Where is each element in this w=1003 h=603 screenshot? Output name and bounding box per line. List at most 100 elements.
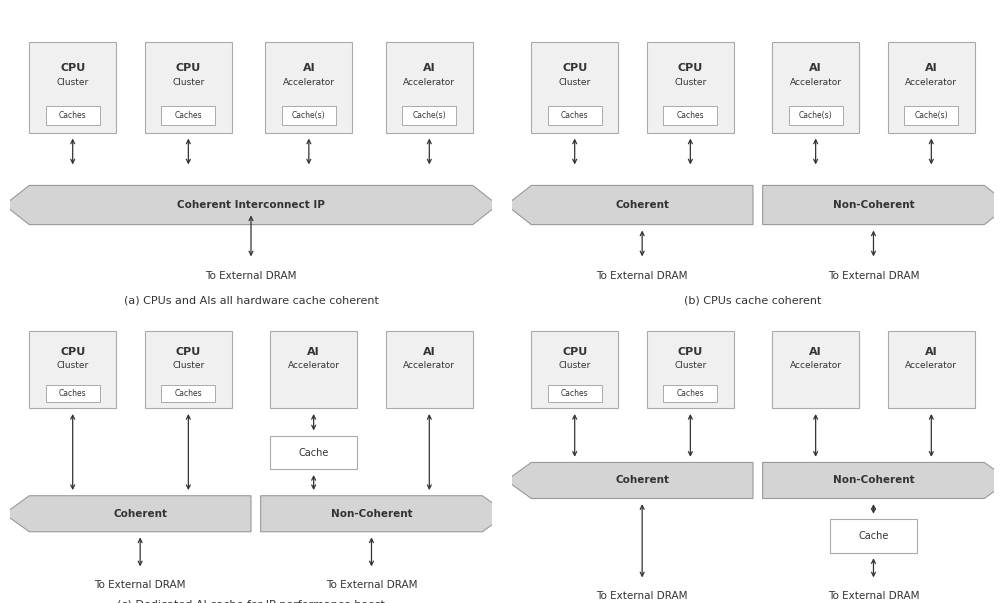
Text: CPU: CPU [562,347,587,358]
FancyBboxPatch shape [46,385,99,402]
FancyBboxPatch shape [646,42,733,133]
FancyBboxPatch shape [887,330,974,408]
Text: Caches: Caches [59,111,86,120]
Text: Accelerator: Accelerator [789,78,841,87]
Text: (c) Dedicated AI cache for IP performance boost: (c) Dedicated AI cache for IP performanc… [117,600,384,603]
Text: To External DRAM: To External DRAM [325,580,417,590]
Polygon shape [261,496,507,532]
FancyBboxPatch shape [788,106,842,125]
Text: AI: AI [924,347,937,358]
Text: AI: AI [422,63,435,72]
Text: Cache(s): Cache(s) [412,111,445,120]
Text: Cluster: Cluster [558,78,590,87]
Text: Cache: Cache [298,448,329,458]
Text: CPU: CPU [176,63,201,72]
Text: (a) CPUs and AIs all hardware cache coherent: (a) CPUs and AIs all hardware cache cohe… [123,295,378,306]
Text: Coherent Interconnect IP: Coherent Interconnect IP [177,200,325,210]
Text: Non-Coherent: Non-Coherent [831,476,914,485]
FancyBboxPatch shape [663,385,716,402]
FancyBboxPatch shape [265,42,352,133]
Text: Caches: Caches [561,111,588,120]
FancyBboxPatch shape [144,330,232,408]
Text: To External DRAM: To External DRAM [826,271,919,282]
FancyBboxPatch shape [385,330,472,408]
Text: Accelerator: Accelerator [905,361,956,370]
Text: Caches: Caches [676,389,703,398]
Text: Accelerator: Accelerator [403,361,454,370]
Text: Cache(s): Cache(s) [798,111,831,120]
Text: Cluster: Cluster [674,78,706,87]
FancyBboxPatch shape [531,42,618,133]
Text: Coherent: Coherent [615,200,668,210]
Text: CPU: CPU [176,347,201,358]
FancyBboxPatch shape [282,106,335,125]
FancyBboxPatch shape [887,42,974,133]
Text: CPU: CPU [677,347,702,358]
Polygon shape [4,186,497,224]
Text: CPU: CPU [677,63,702,72]
FancyBboxPatch shape [385,42,472,133]
Text: Cluster: Cluster [173,78,205,87]
Text: (b) CPUs cache coherent: (b) CPUs cache coherent [684,295,820,306]
Text: To External DRAM: To External DRAM [826,592,919,601]
Text: Cache(s): Cache(s) [914,111,947,120]
FancyBboxPatch shape [904,106,957,125]
Polygon shape [506,463,752,499]
Polygon shape [762,186,1003,224]
Text: Cluster: Cluster [56,78,88,87]
FancyBboxPatch shape [771,330,859,408]
FancyBboxPatch shape [270,436,357,469]
Text: To External DRAM: To External DRAM [596,592,687,601]
Text: Non-Coherent: Non-Coherent [831,200,914,210]
Text: CPU: CPU [60,347,85,358]
Text: Accelerator: Accelerator [288,361,339,370]
Text: AI: AI [422,347,435,358]
Text: Caches: Caches [59,389,86,398]
Text: Accelerator: Accelerator [403,78,454,87]
FancyBboxPatch shape [29,42,116,133]
Text: Caches: Caches [175,389,202,398]
Text: Cluster: Cluster [674,361,706,370]
Text: Cache: Cache [858,531,888,541]
Text: To External DRAM: To External DRAM [205,271,297,282]
Text: Caches: Caches [175,111,202,120]
Text: Coherent: Coherent [615,476,668,485]
Text: AI: AI [808,63,821,72]
FancyBboxPatch shape [663,106,716,125]
FancyBboxPatch shape [771,42,859,133]
FancyBboxPatch shape [29,330,116,408]
Text: To External DRAM: To External DRAM [596,271,687,282]
Text: Coherent: Coherent [113,509,166,519]
FancyBboxPatch shape [46,106,99,125]
FancyBboxPatch shape [548,385,601,402]
Text: AI: AI [924,63,937,72]
Text: Non-Coherent: Non-Coherent [330,509,412,519]
FancyBboxPatch shape [531,330,618,408]
Text: Caches: Caches [561,389,588,398]
Polygon shape [4,496,251,532]
Text: Cluster: Cluster [173,361,205,370]
Text: Cluster: Cluster [56,361,88,370]
Text: CPU: CPU [60,63,85,72]
Text: Accelerator: Accelerator [789,361,841,370]
Text: CPU: CPU [562,63,587,72]
Text: Accelerator: Accelerator [283,78,334,87]
Text: Accelerator: Accelerator [905,78,956,87]
Text: Caches: Caches [676,111,703,120]
Text: To External DRAM: To External DRAM [94,580,186,590]
Text: AI: AI [302,63,315,72]
FancyBboxPatch shape [161,385,215,402]
Text: Cluster: Cluster [558,361,590,370]
FancyBboxPatch shape [548,106,601,125]
FancyBboxPatch shape [161,106,215,125]
FancyBboxPatch shape [829,519,916,552]
FancyBboxPatch shape [402,106,455,125]
FancyBboxPatch shape [270,330,357,408]
Text: AI: AI [808,347,821,358]
Text: AI: AI [307,347,320,358]
Polygon shape [762,463,1003,499]
Polygon shape [506,186,752,224]
FancyBboxPatch shape [646,330,733,408]
FancyBboxPatch shape [144,42,232,133]
Text: Cache(s): Cache(s) [292,111,325,120]
